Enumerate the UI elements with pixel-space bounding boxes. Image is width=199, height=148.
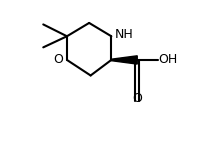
Text: NH: NH bbox=[114, 28, 133, 41]
Text: OH: OH bbox=[159, 53, 178, 66]
Polygon shape bbox=[111, 56, 137, 64]
Text: O: O bbox=[53, 53, 63, 66]
Text: O: O bbox=[132, 92, 142, 105]
